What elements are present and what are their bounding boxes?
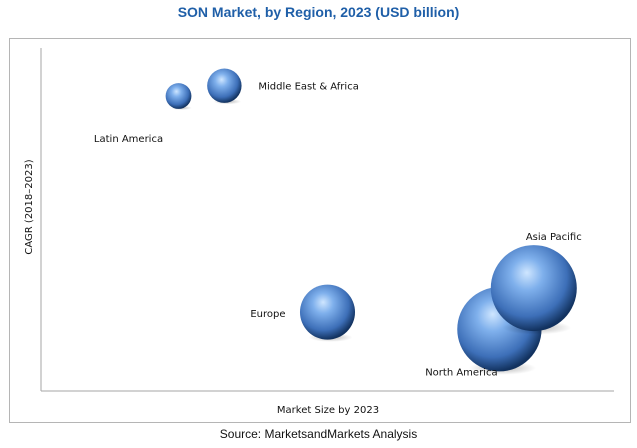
bubble-middle-east-africa [207, 68, 242, 103]
bubble-group [165, 68, 577, 375]
chart-title: SON Market, by Region, 2023 (USD billion… [177, 4, 460, 20]
bubble-latin-america [165, 83, 192, 109]
bubble-asia-pacific [490, 245, 577, 332]
bubble-label-north-america: North America [425, 367, 497, 378]
bubble-label-europe: Europe [250, 309, 285, 320]
bubble-label-group: Latin America Middle East & Africa Europe N… [94, 82, 582, 379]
source-note: Source: MarketsandMarkets Analysis [219, 427, 418, 441]
bubble-label-latin-america: Latin America [94, 134, 163, 145]
bubble-label-middle-east-africa: Middle East & Africa [258, 82, 358, 93]
x-axis-label: Market Size by 2023 [277, 405, 379, 416]
chart-frame [9, 38, 631, 423]
bubble-europe [299, 284, 356, 340]
y-axis-label: CAGR (2018–2023) [24, 159, 35, 254]
bubble-label-asia-pacific: Asia Pacific [526, 232, 582, 243]
